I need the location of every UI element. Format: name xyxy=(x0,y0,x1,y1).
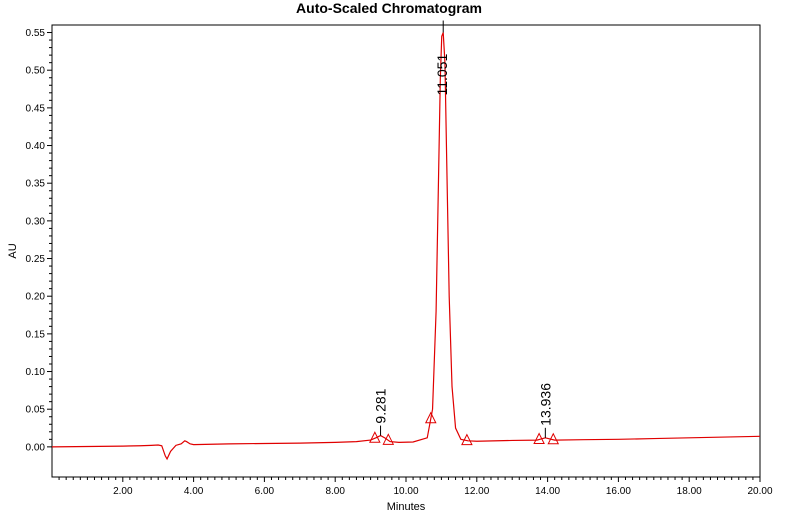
integration-marker xyxy=(547,432,560,445)
series-line xyxy=(51,32,761,461)
y-axis-label: AU xyxy=(7,243,19,258)
chart-title: Auto-Scaled Chromatogram xyxy=(296,0,482,16)
x-tick-label: 10.00 xyxy=(393,486,418,497)
y-tick-label: 0.05 xyxy=(26,405,46,416)
x-tick-label: 6.00 xyxy=(255,486,275,497)
integration-marker xyxy=(533,432,545,445)
y-tick-label: 0.40 xyxy=(26,141,46,152)
x-axis-label: Minutes xyxy=(387,501,426,513)
x-tick-label: 20.00 xyxy=(747,486,772,497)
y-tick-label: 0.25 xyxy=(26,254,46,265)
integration-marker xyxy=(382,433,395,445)
integration-marker xyxy=(424,411,437,424)
y-axis: 0.00 0.05 0.10 0.15 0.20 0.25 0.30 0.35 0.40 0.45… xyxy=(26,28,52,453)
y-tick-label: 0.10 xyxy=(26,367,46,378)
series-group xyxy=(51,32,761,461)
y-tick-label: 0.50 xyxy=(26,66,46,77)
x-tick-label: 18.00 xyxy=(677,486,702,497)
peak-label: 13.936 xyxy=(537,383,553,426)
x-tick-label: 16.00 xyxy=(606,486,631,497)
peak-annotations: 9.281 11.051 13.936 xyxy=(369,20,560,446)
y-tick-label: 0.35 xyxy=(26,179,46,190)
x-tick-label: 14.00 xyxy=(535,486,560,497)
plot-frame xyxy=(51,24,761,478)
peak-label: 9.281 xyxy=(373,388,389,423)
y-tick-label: 0.55 xyxy=(26,28,46,39)
y-tick-label: 0.45 xyxy=(26,103,46,114)
x-axis: 2.00 4.00 6.00 8.00 10.00 12.00 14.00 16.00 18.0… xyxy=(58,477,773,497)
peak-label: 11.051 xyxy=(434,54,450,96)
x-tick-label: 2.00 xyxy=(113,486,133,497)
y-tick-label: 0.15 xyxy=(26,329,46,340)
x-tick-label: 4.00 xyxy=(184,486,204,497)
y-tick-label: 0.00 xyxy=(26,442,46,453)
x-tick-label: 12.00 xyxy=(464,486,489,497)
y-tick-label: 0.20 xyxy=(26,292,46,303)
y-tick-label: 0.30 xyxy=(26,216,46,227)
integration-marker xyxy=(461,433,473,446)
x-tick-label: 8.00 xyxy=(325,486,345,497)
integration-marker xyxy=(369,431,381,443)
